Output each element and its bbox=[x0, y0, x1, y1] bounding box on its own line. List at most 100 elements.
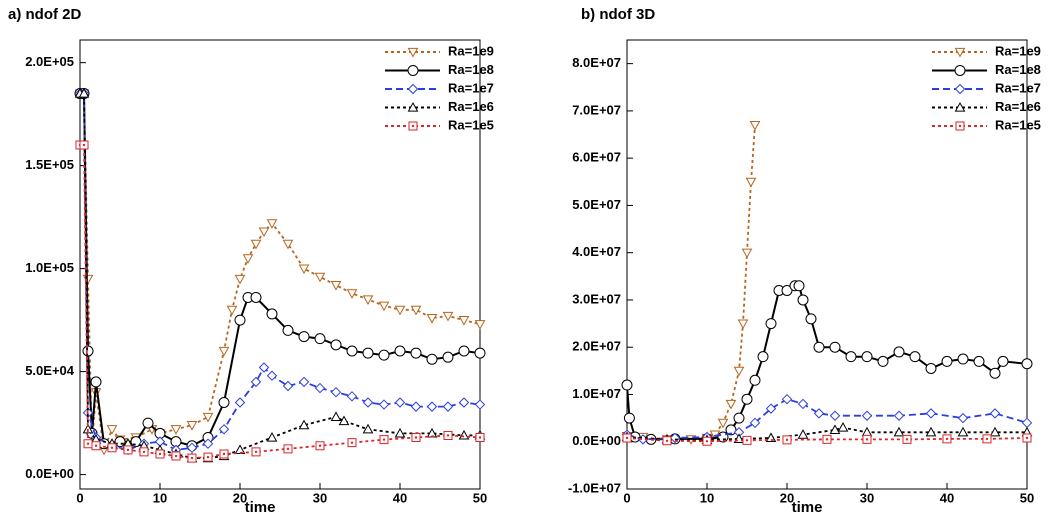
marker bbox=[394, 427, 406, 438]
marker bbox=[258, 362, 270, 373]
marker bbox=[973, 355, 985, 367]
marker bbox=[266, 308, 278, 320]
series-line bbox=[627, 426, 1027, 441]
marker bbox=[234, 397, 246, 408]
marker bbox=[989, 367, 1001, 379]
marker bbox=[202, 438, 214, 449]
x-tick-label: 40 bbox=[940, 490, 954, 505]
marker-dot bbox=[318, 444, 322, 447]
marker-dot bbox=[705, 440, 709, 443]
marker bbox=[893, 346, 905, 358]
marker bbox=[250, 291, 262, 303]
legend-marker bbox=[407, 65, 419, 76]
marker bbox=[82, 274, 94, 285]
marker bbox=[394, 397, 406, 408]
marker bbox=[346, 289, 358, 299]
marker bbox=[749, 374, 761, 386]
marker-dot bbox=[190, 456, 194, 460]
marker bbox=[749, 417, 761, 429]
marker bbox=[362, 397, 374, 408]
marker bbox=[378, 399, 390, 410]
marker bbox=[829, 410, 841, 421]
marker bbox=[957, 353, 969, 365]
x-tick-label: 50 bbox=[473, 490, 487, 505]
series-line bbox=[80, 92, 480, 459]
marker bbox=[861, 426, 873, 437]
marker-dot bbox=[158, 452, 162, 456]
marker bbox=[338, 415, 350, 426]
legend-label: Ra=1e9 bbox=[448, 43, 494, 58]
marker bbox=[837, 422, 849, 432]
marker bbox=[829, 341, 841, 353]
y-tick-label: 4.0E+07 bbox=[572, 244, 621, 259]
marker bbox=[741, 248, 753, 259]
y-tick-label: 1.0E+05 bbox=[25, 260, 74, 275]
marker bbox=[925, 408, 937, 419]
marker bbox=[298, 264, 310, 275]
marker bbox=[845, 351, 857, 363]
legend-label: Ra=1e7 bbox=[995, 80, 1041, 95]
marker-dot bbox=[905, 438, 909, 441]
marker bbox=[250, 239, 262, 250]
marker bbox=[781, 284, 793, 296]
marker bbox=[314, 333, 326, 345]
marker bbox=[745, 177, 757, 188]
y-tick-label: 0.0E+00 bbox=[572, 433, 621, 448]
marker bbox=[925, 426, 937, 437]
series-line bbox=[80, 92, 480, 451]
marker bbox=[797, 429, 809, 439]
x-tick-label: 30 bbox=[860, 490, 874, 505]
marker bbox=[234, 274, 246, 285]
marker-dot bbox=[110, 446, 114, 450]
marker bbox=[282, 324, 294, 336]
marker bbox=[805, 313, 817, 325]
marker-dot bbox=[958, 124, 962, 128]
marker bbox=[170, 425, 182, 435]
marker bbox=[142, 417, 154, 429]
marker bbox=[202, 412, 214, 423]
marker bbox=[765, 403, 777, 414]
marker bbox=[378, 349, 390, 361]
marker bbox=[90, 376, 102, 388]
legend-label: Ra=1e6 bbox=[448, 99, 494, 114]
marker bbox=[346, 345, 358, 357]
legend-label: Ra=1e5 bbox=[995, 117, 1041, 132]
marker bbox=[266, 370, 278, 381]
y-tick-label: 0.0E+00 bbox=[25, 466, 74, 481]
series-line bbox=[627, 125, 756, 441]
marker bbox=[106, 425, 118, 435]
marker bbox=[442, 351, 454, 363]
marker-dot bbox=[142, 450, 146, 454]
marker-dot bbox=[1025, 436, 1029, 440]
y-tick-label: -1.0E+07 bbox=[568, 480, 621, 495]
marker-dot bbox=[82, 143, 86, 147]
marker bbox=[941, 355, 953, 367]
marker bbox=[813, 408, 825, 419]
marker bbox=[282, 239, 294, 250]
x-axis-label: time bbox=[245, 499, 276, 514]
marker bbox=[426, 313, 438, 324]
marker bbox=[218, 424, 230, 435]
marker-dot bbox=[478, 436, 482, 439]
marker bbox=[893, 410, 905, 421]
marker bbox=[925, 362, 937, 374]
marker-dot bbox=[625, 436, 629, 440]
chart-title: a) ndof 2D bbox=[8, 6, 81, 23]
marker bbox=[474, 347, 486, 359]
chart-title: b) ndof 3D bbox=[581, 6, 655, 23]
marker bbox=[757, 351, 769, 363]
x-tick-label: 10 bbox=[153, 490, 167, 505]
legend-marker bbox=[407, 83, 419, 95]
marker bbox=[330, 411, 342, 422]
marker bbox=[426, 401, 438, 412]
plot-frame bbox=[626, 39, 1028, 490]
marker bbox=[957, 412, 969, 424]
marker-dot bbox=[254, 450, 258, 454]
marker-dot bbox=[222, 452, 226, 456]
legend-label: Ra=1e8 bbox=[995, 62, 1041, 77]
marker bbox=[458, 345, 470, 357]
marker bbox=[258, 227, 270, 238]
x-tick-label: 0 bbox=[76, 490, 83, 505]
x-tick-label: 40 bbox=[393, 490, 407, 505]
legend-label: Ra=1e9 bbox=[995, 43, 1041, 58]
